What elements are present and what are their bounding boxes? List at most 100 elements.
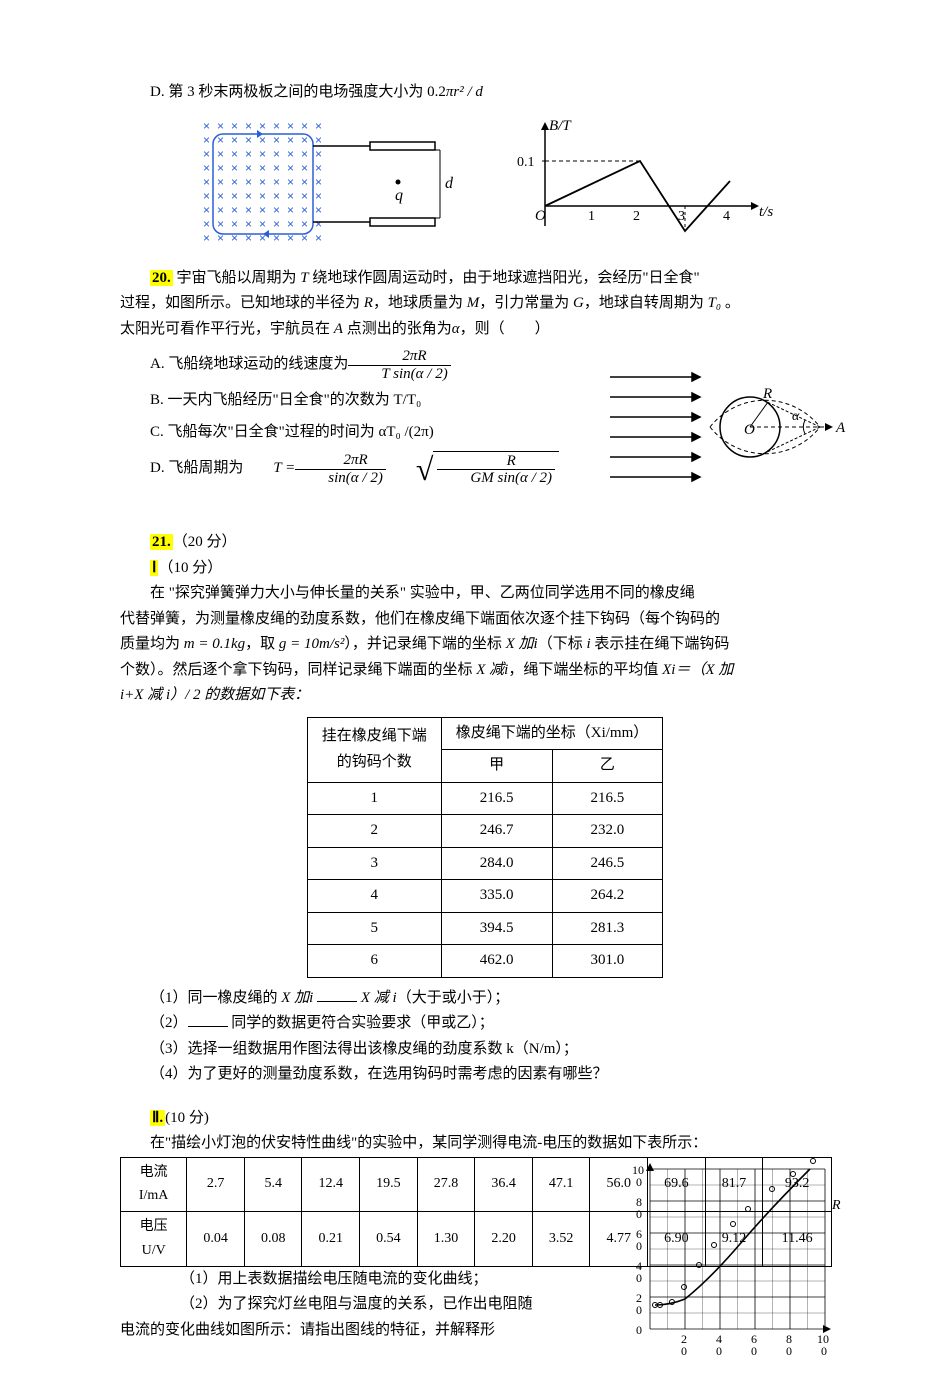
svg-text:×: × xyxy=(315,231,322,245)
svg-text:×: × xyxy=(315,161,322,175)
frac-d1: 2πR sin(α / 2) xyxy=(295,452,386,486)
svg-text:×: × xyxy=(203,217,210,231)
blank-2[interactable] xyxy=(188,1026,228,1027)
q21-head: 21.（20 分） xyxy=(120,530,850,556)
xtick-2: 2 xyxy=(633,209,640,224)
svg-text:×: × xyxy=(245,203,252,217)
svg-text:×: × xyxy=(203,231,210,245)
svg-text:×: × xyxy=(301,119,308,133)
svg-text:×: × xyxy=(217,217,224,231)
q21-sub2: （2） 同学的数据更符合实验要求（甲或乙）； xyxy=(120,1011,850,1037)
pi-r2: πr² xyxy=(446,84,464,100)
svg-text:×: × xyxy=(217,175,224,189)
svg-text:×: × xyxy=(245,231,252,245)
svg-text:×: × xyxy=(259,119,266,133)
svg-text:×: × xyxy=(273,203,280,217)
svg-text:×: × xyxy=(231,217,238,231)
svg-text:×: × xyxy=(231,231,238,245)
q21-p1: 在 "探究弹簧弹力大小与伸长量的关系" 实验中，甲、乙两位同学选用不同的橡皮绳 xyxy=(120,581,850,607)
svg-text:×: × xyxy=(231,147,238,161)
r-label: R xyxy=(762,386,772,402)
svg-text:×: × xyxy=(273,175,280,189)
svg-text:×: × xyxy=(245,119,252,133)
q20-body: A. 飞船绕地球运动的线速度为 2πR T sin(α / 2) B. 一天内飞… xyxy=(120,342,850,512)
alpha-label: α xyxy=(792,409,800,424)
option-a: A. 飞船绕地球运动的线速度为 2πR T sin(α / 2) xyxy=(120,348,590,382)
spring-table: 挂在橡皮绳下端 的钩码个数 橡皮绳下端的坐标（Xi/mm） 甲 乙 1216.5… xyxy=(307,717,664,978)
q21-part1: Ⅰ（10 分） xyxy=(120,556,850,582)
svg-text:×: × xyxy=(287,217,294,231)
blank-1[interactable] xyxy=(317,1001,357,1002)
svg-text:×: × xyxy=(245,161,252,175)
svg-text:×: × xyxy=(259,161,266,175)
svg-text:×: × xyxy=(245,133,252,147)
svg-text:×: × xyxy=(315,119,322,133)
svg-text:×: × xyxy=(259,189,266,203)
svg-text:×: × xyxy=(273,147,280,161)
svg-text:×: × xyxy=(301,147,308,161)
svg-text:0: 0 xyxy=(821,1344,827,1358)
svg-text:0: 0 xyxy=(636,1207,642,1221)
svg-text:×: × xyxy=(259,147,266,161)
svg-text:×: × xyxy=(273,231,280,245)
svg-text:×: × xyxy=(203,189,210,203)
table-row: 6462.0301.0 xyxy=(307,945,663,978)
svg-text:0: 0 xyxy=(751,1344,757,1358)
svg-text:×: × xyxy=(203,119,210,133)
q21-sub1: （1）同一橡皮绳的 X 加i X 减 i（大于或小于）； xyxy=(120,986,850,1012)
table-row: 2246.7232.0 xyxy=(307,815,663,848)
part2-label: Ⅱ. xyxy=(150,1110,165,1126)
option-d-prev: D. 第 3 秒末两极板之间的电场强度大小为 0.2πr² / d xyxy=(120,80,850,106)
svg-text:×: × xyxy=(231,133,238,147)
svg-text:×: × xyxy=(203,147,210,161)
q21-number: 21. xyxy=(150,534,173,550)
svg-text:×: × xyxy=(315,217,322,231)
q20-intro-line3: 太阳光可看作平行光，宇航员在 A 点测出的张角为α，则（ ） xyxy=(120,317,850,343)
svg-text:×: × xyxy=(217,189,224,203)
frac-a: 2πR T sin(α / 2) xyxy=(348,348,450,382)
svg-text:×: × xyxy=(273,161,280,175)
sqrt-d: √ R GM sin(α / 2) xyxy=(386,451,559,487)
svg-text:0: 0 xyxy=(716,1344,722,1358)
svg-text:0: 0 xyxy=(636,1175,642,1189)
svg-text:×: × xyxy=(259,217,266,231)
q21-p3: 质量均为 m = 0.1kg，取 g = 10m/s²），并记录绳下端的坐标 X… xyxy=(120,632,850,658)
ri-graph: 100 80 60 40 20 0 20 40 60 80 100 R xyxy=(620,1149,850,1359)
svg-text:×: × xyxy=(315,147,322,161)
svg-text:0: 0 xyxy=(636,1271,642,1285)
svg-text:×: × xyxy=(287,119,294,133)
svg-text:×: × xyxy=(231,161,238,175)
col-b: 乙 xyxy=(552,750,663,783)
svg-text:×: × xyxy=(245,189,252,203)
svg-text:×: × xyxy=(287,133,294,147)
svg-text:0: 0 xyxy=(636,1239,642,1253)
row-current-label: 电流I/mA xyxy=(121,1157,187,1212)
y-axis-label: B/T xyxy=(549,118,572,134)
svg-text:×: × xyxy=(315,133,322,147)
svg-text:×: × xyxy=(231,175,238,189)
svg-text:×: × xyxy=(245,175,252,189)
q21-sub4: （4）为了更好的测量劲度系数，在选用钩码时需考虑的因素有哪些？ xyxy=(120,1062,850,1088)
svg-text:×: × xyxy=(217,203,224,217)
option-d-text: D. 第 3 秒末两极板之间的电场强度大小为 0.2 xyxy=(150,84,446,100)
svg-text:×: × xyxy=(273,217,280,231)
a-label: A xyxy=(835,420,846,436)
diagrams-row: ××××××××× ××××××××× ××××××××× ××××××××× … xyxy=(120,116,850,246)
svg-text:0: 0 xyxy=(681,1344,687,1358)
table-row: 3284.0246.5 xyxy=(307,847,663,880)
svg-text:×: × xyxy=(217,161,224,175)
hdr-coord: 橡皮绳下端的坐标（Xi/mm） xyxy=(441,717,663,750)
q20-number: 20. xyxy=(150,270,173,286)
q20-figure: O R α A xyxy=(600,342,850,512)
q21-p2: 代替弹簧，为测量橡皮绳的劲度系数，他们在橡皮绳下端面依次逐个挂下钩码（每个钩码的 xyxy=(120,607,850,633)
q-label: q xyxy=(395,187,403,204)
ii-row: 电流I/mA 2.7 5.4 12.4 19.5 27.8 36.4 47.1 … xyxy=(120,1157,850,1359)
svg-text:×: × xyxy=(287,231,294,245)
svg-text:×: × xyxy=(203,161,210,175)
x-axis-label: t/s xyxy=(759,204,773,220)
svg-text:×: × xyxy=(287,147,294,161)
diagram-left: ××××××××× ××××××××× ××××××××× ××××××××× … xyxy=(195,116,455,246)
svg-text:×: × xyxy=(203,175,210,189)
svg-text:×: × xyxy=(315,175,322,189)
svg-text:0: 0 xyxy=(636,1303,642,1317)
